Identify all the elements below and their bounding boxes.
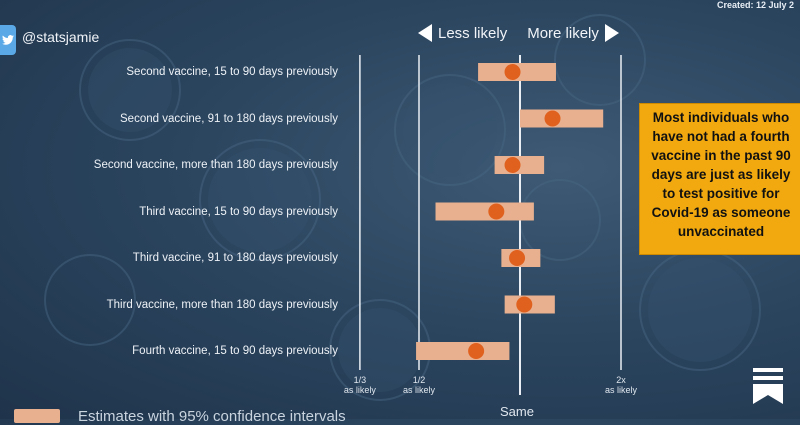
category-label: Second vaccine, 91 to 180 days previousl… [120, 112, 338, 125]
x-tick-label-line: 2x [616, 375, 626, 385]
x-tick-label-line: as likely [402, 385, 435, 395]
category-label: Third vaccine, more than 180 days previo… [106, 298, 338, 311]
estimate-point [504, 157, 521, 173]
x-tick-label: 1/3 as likely [335, 375, 385, 395]
confidence-interval-bar [416, 342, 510, 360]
estimate-point [488, 203, 505, 220]
estimate-point [509, 250, 526, 266]
estimate-point [504, 64, 521, 80]
annotation-line: Most individuals who [652, 110, 790, 125]
legend-swatch [14, 409, 60, 423]
triangle-right-icon [604, 24, 619, 42]
x-tick-label: 2x as likely [596, 375, 646, 395]
annotation-line: unvaccinated [677, 224, 765, 239]
direction-header: Less likely More likely [418, 22, 619, 44]
category-label: Second vaccine, more than 180 days previ… [93, 159, 338, 171]
more-likely-label: More likely [527, 24, 599, 42]
category-label: Fourth vaccine, 15 to 90 days previously [132, 345, 338, 357]
annotation-line: Covid-19 as someone [651, 205, 791, 220]
estimate-point [516, 296, 533, 313]
x-tick-label-line: 1/2 [412, 375, 426, 385]
confidence-interval-bar [520, 109, 604, 128]
twitter-handle: @statsjamie [22, 29, 100, 45]
annotation-line: have not had a fourth [652, 129, 790, 144]
annotation-line: days are just as likely [651, 167, 791, 182]
legend-label: Estimates with 95% confidence intervals [78, 408, 346, 425]
bookmark-icon[interactable] [753, 368, 783, 404]
x-tick-label-line: 1/3 [353, 375, 367, 385]
category-label: Second vaccine, 15 to 90 days previously [126, 66, 338, 78]
created-date: Created: 12 July 2 [716, 0, 794, 10]
confidence-interval-bar [435, 202, 534, 221]
x-tick-label-same: Same [500, 404, 534, 419]
less-likely-label: Less likely [438, 24, 508, 42]
estimate-point [468, 343, 485, 359]
triangle-left-icon [418, 24, 432, 42]
x-tick-label-line: as likely [604, 385, 637, 395]
x-tick-label-line: as likely [343, 385, 376, 395]
estimate-point [544, 110, 561, 127]
category-label: Third vaccine, 15 to 90 days previously [139, 205, 338, 218]
annotation-box: Most individuals who have not had a fourt… [639, 103, 800, 255]
twitter-bird-icon [0, 25, 16, 55]
category-label: Third vaccine, 91 to 180 days previously [132, 252, 338, 264]
annotation-line: vaccine in the past 90 [651, 148, 791, 163]
annotation-line: to test positive for [662, 186, 780, 201]
x-tick-label: 1/2 as likely [394, 375, 444, 395]
